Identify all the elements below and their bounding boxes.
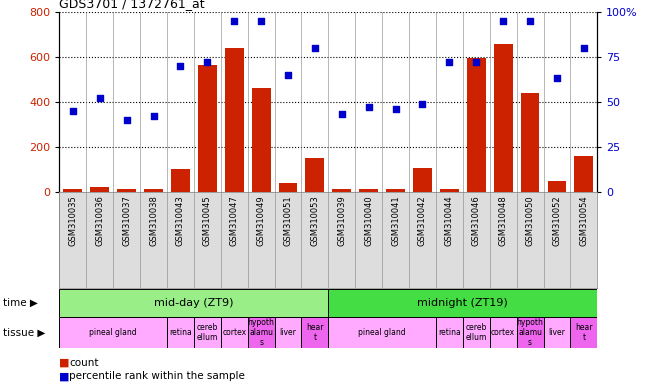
Point xyxy=(67,108,78,114)
Text: midnight (ZT19): midnight (ZT19) xyxy=(418,298,508,308)
Point xyxy=(364,104,374,110)
Bar xyxy=(333,189,351,192)
Text: GSM310054: GSM310054 xyxy=(579,195,588,245)
Text: time ▶: time ▶ xyxy=(3,298,38,308)
Text: percentile rank within the sample: percentile rank within the sample xyxy=(69,371,245,381)
Bar xyxy=(302,317,329,348)
Point xyxy=(121,117,132,123)
Text: ■: ■ xyxy=(59,371,70,381)
Text: pineal gland: pineal gland xyxy=(89,328,137,337)
Text: GSM310038: GSM310038 xyxy=(149,195,158,246)
Bar xyxy=(144,189,163,192)
Bar xyxy=(90,187,109,192)
Text: hypoth
alamu
s: hypoth alamu s xyxy=(248,318,275,346)
Text: hear
t: hear t xyxy=(575,323,593,342)
Bar xyxy=(198,65,216,192)
Bar xyxy=(490,317,517,348)
Bar xyxy=(171,169,190,192)
Text: GSM310045: GSM310045 xyxy=(203,195,212,245)
Bar xyxy=(59,317,167,348)
Text: cortex: cortex xyxy=(491,328,515,337)
Point xyxy=(202,59,213,65)
Text: GSM310042: GSM310042 xyxy=(418,195,427,245)
Text: hear
t: hear t xyxy=(306,323,323,342)
Text: cortex: cortex xyxy=(222,328,246,337)
Point xyxy=(390,106,401,112)
Point xyxy=(471,59,482,65)
Bar xyxy=(463,317,490,348)
Bar xyxy=(517,317,544,348)
Text: liver: liver xyxy=(548,328,566,337)
Text: GSM310035: GSM310035 xyxy=(69,195,77,246)
Point xyxy=(337,111,347,118)
Text: GSM310036: GSM310036 xyxy=(95,195,104,246)
Bar xyxy=(275,317,302,348)
Text: GSM310051: GSM310051 xyxy=(284,195,292,245)
Bar xyxy=(359,189,378,192)
Bar xyxy=(306,158,324,192)
Text: retina: retina xyxy=(438,328,461,337)
Text: GSM310052: GSM310052 xyxy=(552,195,562,245)
Text: count: count xyxy=(69,358,99,368)
Text: GSM310040: GSM310040 xyxy=(364,195,373,245)
Text: GSM310037: GSM310037 xyxy=(122,195,131,246)
Text: GSM310041: GSM310041 xyxy=(391,195,400,245)
Point xyxy=(175,63,185,69)
Text: GDS3701 / 1372761_at: GDS3701 / 1372761_at xyxy=(59,0,205,10)
Bar xyxy=(544,317,570,348)
Text: tissue ▶: tissue ▶ xyxy=(3,327,46,338)
Bar xyxy=(329,289,597,317)
Point xyxy=(525,17,535,24)
Text: retina: retina xyxy=(169,328,192,337)
Point xyxy=(310,45,320,51)
Bar xyxy=(521,93,539,192)
Point xyxy=(256,17,267,24)
Point xyxy=(552,75,562,81)
Text: mid-day (ZT9): mid-day (ZT9) xyxy=(154,298,234,308)
Text: GSM310049: GSM310049 xyxy=(257,195,265,245)
Point xyxy=(579,45,589,51)
Point xyxy=(148,113,159,119)
Text: GSM310053: GSM310053 xyxy=(310,195,319,246)
Bar xyxy=(59,289,329,317)
Bar xyxy=(386,189,405,192)
Bar xyxy=(440,189,459,192)
Bar xyxy=(251,88,271,192)
Text: liver: liver xyxy=(280,328,296,337)
Bar xyxy=(225,48,244,192)
Bar xyxy=(574,156,593,192)
Bar xyxy=(167,317,194,348)
Bar xyxy=(194,317,221,348)
Text: cereb
ellum: cereb ellum xyxy=(197,323,218,342)
Bar xyxy=(548,181,566,192)
Text: GSM310050: GSM310050 xyxy=(525,195,535,245)
Text: GSM310044: GSM310044 xyxy=(445,195,454,245)
Bar xyxy=(221,317,248,348)
Bar xyxy=(494,44,513,192)
Bar xyxy=(117,189,136,192)
Point xyxy=(94,95,105,101)
Bar xyxy=(329,317,436,348)
Point xyxy=(444,59,455,65)
Bar xyxy=(248,317,275,348)
Point xyxy=(498,17,508,24)
Bar xyxy=(413,168,432,192)
Text: GSM310046: GSM310046 xyxy=(472,195,480,246)
Bar xyxy=(63,189,82,192)
Bar xyxy=(570,317,597,348)
Point xyxy=(417,101,428,107)
Text: cereb
ellum: cereb ellum xyxy=(465,323,487,342)
Text: pineal gland: pineal gland xyxy=(358,328,406,337)
Bar xyxy=(467,58,486,192)
Text: ■: ■ xyxy=(59,358,70,368)
Point xyxy=(229,17,240,24)
Text: GSM310048: GSM310048 xyxy=(499,195,508,246)
Text: hypoth
alamu
s: hypoth alamu s xyxy=(517,318,543,346)
Text: GSM310043: GSM310043 xyxy=(176,195,185,246)
Bar xyxy=(436,317,463,348)
Text: GSM310047: GSM310047 xyxy=(230,195,239,246)
Text: GSM310039: GSM310039 xyxy=(337,195,346,246)
Point xyxy=(282,71,293,78)
Bar xyxy=(279,183,298,192)
